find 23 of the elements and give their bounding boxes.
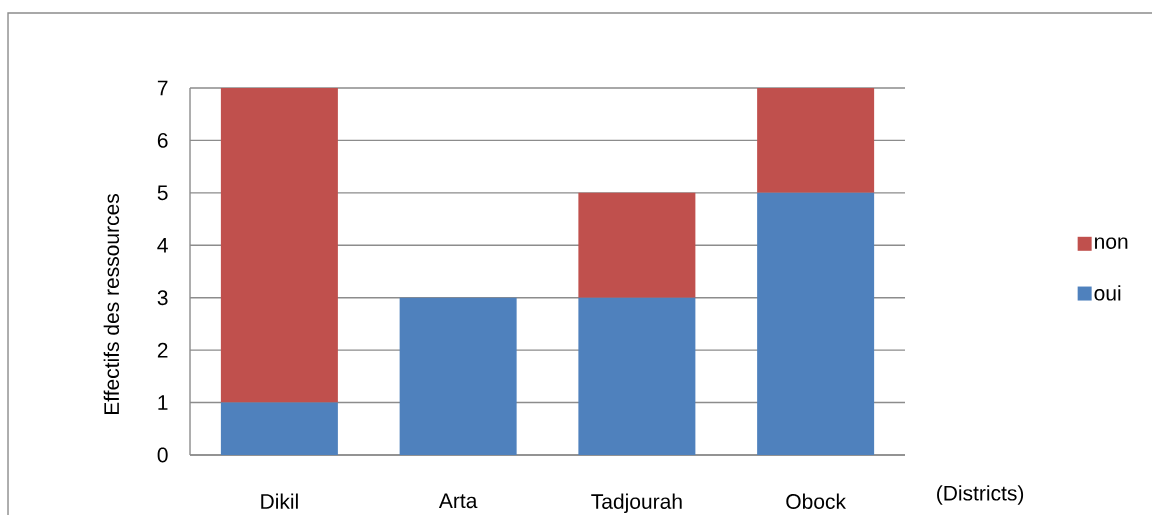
x-tick-label: Arta (438, 493, 478, 509)
y-tick-label: 3 (157, 290, 168, 306)
bar (220, 87, 338, 403)
bar (578, 297, 696, 455)
y-tick-label: 6 (157, 132, 168, 148)
bar (757, 192, 875, 455)
y-tick-label: 7 (157, 80, 168, 96)
bar (399, 297, 517, 455)
x-tick-label: Dikil (261, 493, 298, 509)
bar (757, 87, 875, 193)
legend-label: non (1095, 237, 1128, 249)
x-tick-label: Tadjourah (591, 493, 682, 514)
bar (220, 402, 338, 455)
bar (578, 192, 696, 298)
x-axis-title: (Districts) (937, 485, 1024, 505)
y-tick-label: 5 (157, 185, 168, 201)
y-tick-label: 0 (157, 447, 168, 463)
y-tick-label: 1 (158, 395, 168, 410)
y-axis-title: Effectifs des ressources (103, 194, 120, 415)
y-tick-label: 2 (157, 342, 168, 358)
x-tick-label: Obock (786, 493, 847, 509)
y-tick-label: 4 (157, 238, 168, 253)
legend-label: oui (1094, 285, 1121, 301)
